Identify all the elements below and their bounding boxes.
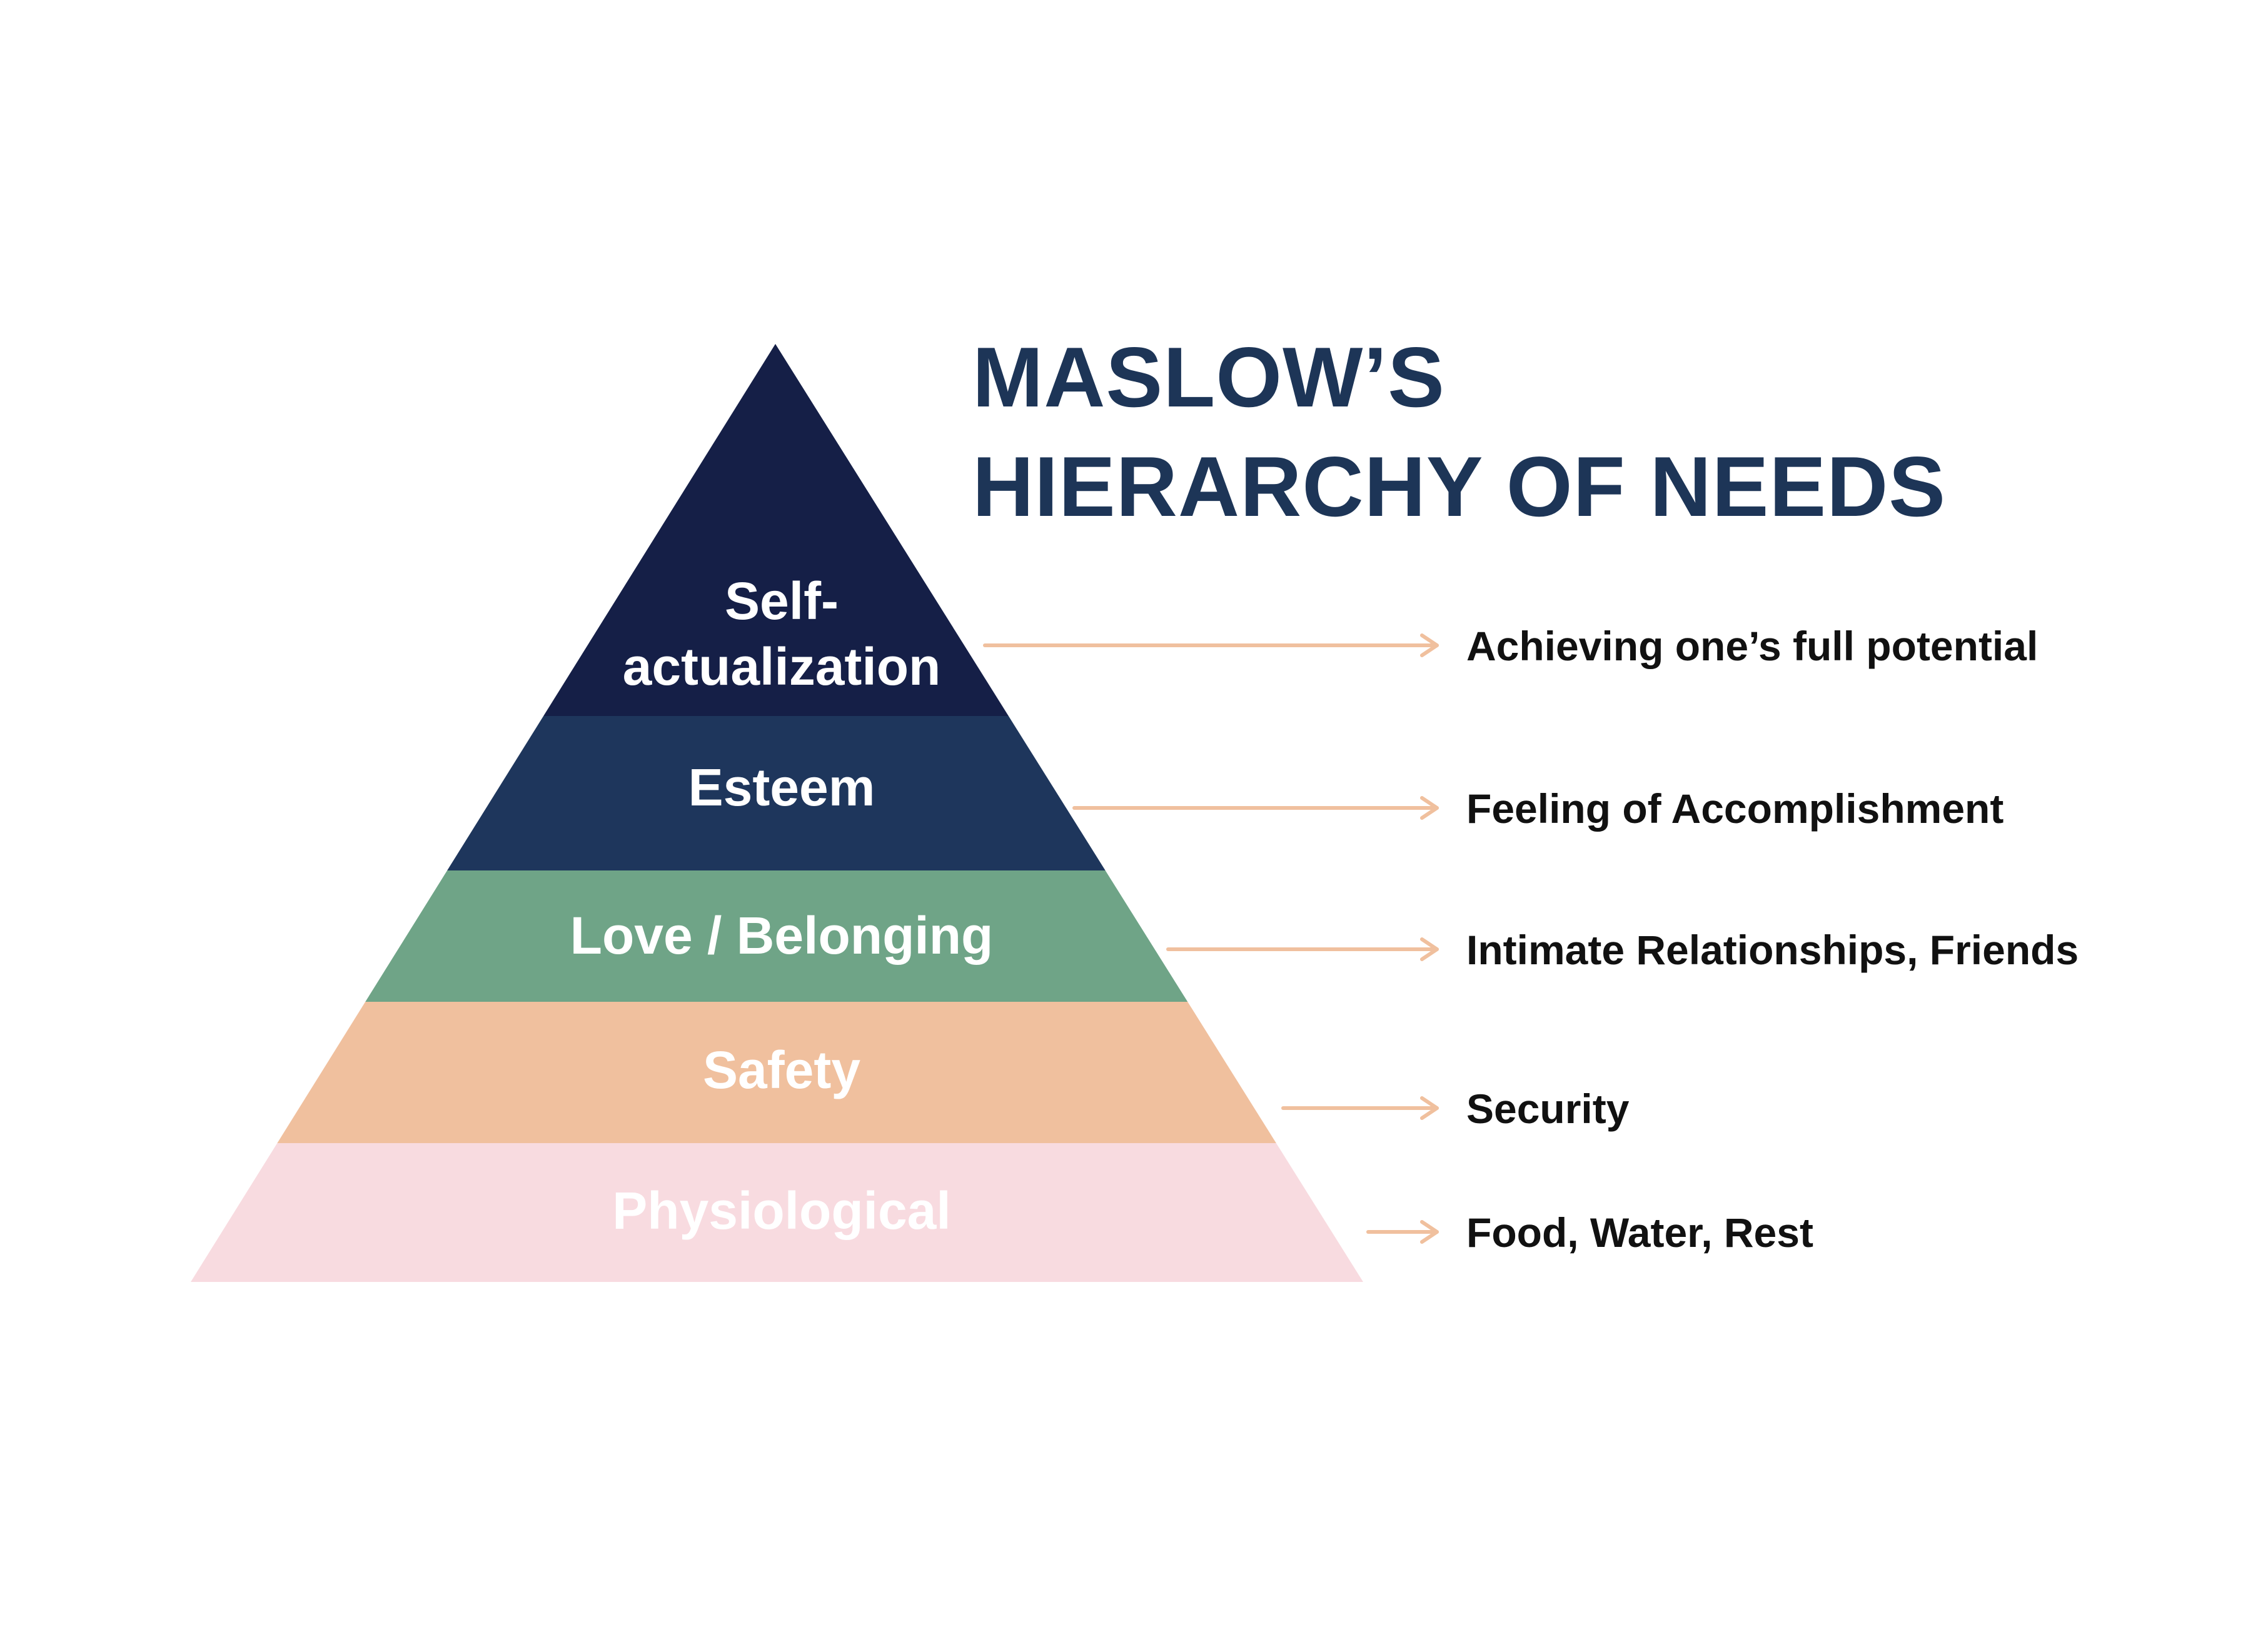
- connector-arrow-icon: [1072, 796, 1439, 820]
- connector-arrow-icon: [983, 633, 1439, 657]
- level-label: Love / Belonging: [570, 906, 994, 965]
- connector-arrow-icon: [1366, 1220, 1439, 1244]
- pyramid-level-love-belonging: [365, 870, 1188, 1002]
- pyramid-level-physiological: [191, 1143, 1363, 1282]
- diagram-title-line-2: HIERARCHY OF NEEDS: [972, 439, 1947, 534]
- connector-arrow-icon: [1281, 1096, 1439, 1120]
- level-label: Physiological: [612, 1181, 951, 1240]
- level-description: Achieving one’s full potential: [1466, 623, 2038, 669]
- level-description: Security: [1466, 1086, 1630, 1132]
- pyramid-level-self-actualization: [543, 344, 1009, 716]
- pyramid-level-safety: [277, 1002, 1276, 1143]
- level-label: actualization: [623, 637, 941, 696]
- level-description: Intimate Relationships, Friends: [1466, 927, 2079, 973]
- level-label: Safety: [703, 1041, 860, 1099]
- connector-arrow-icon: [1166, 937, 1439, 961]
- level-label: Esteem: [688, 758, 875, 817]
- level-description: Feeling of Accomplishment: [1466, 785, 2003, 832]
- diagram-title-line-1: MASLOW’S: [972, 330, 1445, 425]
- pyramid-level-esteem: [447, 716, 1106, 870]
- level-description: Food, Water, Rest: [1466, 1209, 1813, 1256]
- level-label: Self-: [725, 572, 839, 630]
